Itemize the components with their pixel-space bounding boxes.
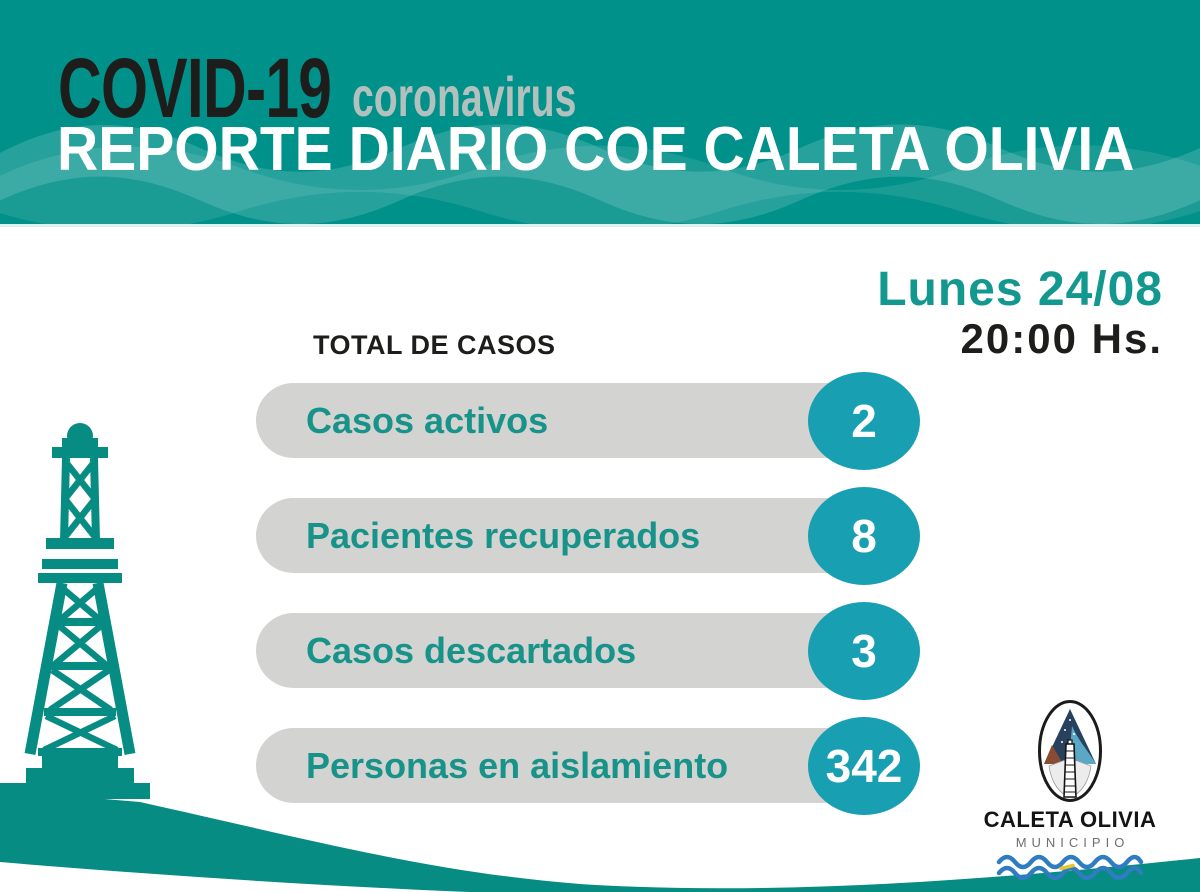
header-wave-decoration (0, 124, 1200, 224)
stat-row-casos-activos: Casos activos 2 (256, 371, 920, 470)
logo-city-name: CALETA OLIVIA (983, 807, 1157, 832)
logo-waves-icon (996, 854, 1144, 880)
header-band: COVID-19 coronavirus REPORTE DIARIO COE … (0, 0, 1200, 227)
stat-value: 3 (851, 624, 877, 677)
stat-row-casos-descartados: Casos descartados 3 (256, 601, 920, 700)
section-title: TOTAL DE CASOS (313, 330, 556, 360)
oil-derrick-icon (0, 423, 150, 799)
stat-label: Casos activos (306, 400, 549, 441)
report-date: Lunes 24/08 (877, 263, 1163, 316)
stat-value-badge: 3 (808, 601, 920, 700)
stat-row-personas-en-aislamiento: Personas en aislamiento 342 (256, 716, 920, 815)
stats-list: Casos activos 2 Pacientes recuperados 8 … (256, 371, 936, 843)
stat-value: 342 (825, 739, 903, 792)
report-time: 20:00 Hs. (960, 315, 1163, 362)
stat-value-badge: 2 (808, 371, 920, 470)
stat-pill (256, 383, 884, 458)
report-title: REPORTE DIARIO COE CALETA OLIVIA (57, 115, 1135, 184)
stat-row-pacientes-recuperados: Pacientes recuperados 8 (256, 486, 920, 585)
stat-label: Personas en aislamiento (306, 745, 729, 786)
municipal-logo: CALETA OLIVIA MUNICIPIO (975, 700, 1165, 880)
report-datetime: Lunes 24/08 20:00 Hs. (877, 266, 1163, 360)
stat-pill (256, 498, 884, 573)
stat-value: 2 (851, 394, 877, 447)
stat-value-badge: 8 (808, 486, 920, 585)
municipal-crest-icon (1038, 700, 1102, 802)
coronavirus-subtitle: coronavirus (352, 65, 577, 128)
covid-title: COVID-19 (58, 41, 332, 135)
logo-municipio-label: MUNICIPIO (1015, 835, 1130, 850)
stat-label: Casos descartados (306, 630, 637, 671)
stat-value-badge: 342 (808, 716, 920, 815)
stat-value: 8 (851, 509, 877, 562)
stat-label: Pacientes recuperados (306, 515, 701, 556)
stat-pill (256, 613, 884, 688)
